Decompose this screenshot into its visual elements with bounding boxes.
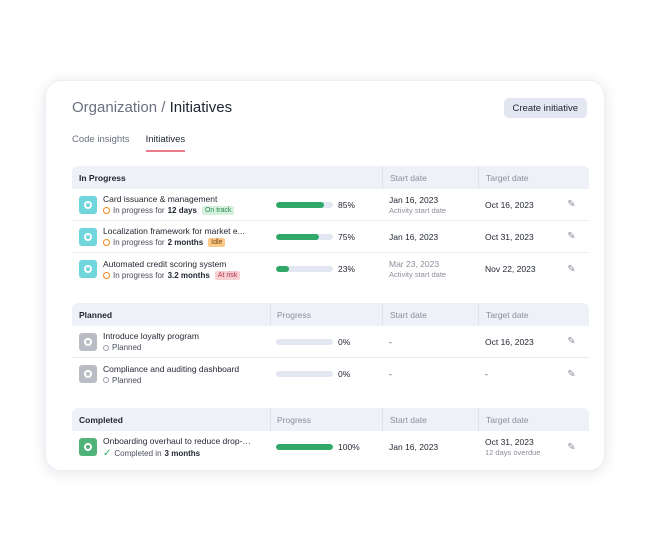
initiative-icon [79,438,97,456]
initiative-name[interactable]: Introduce loyalty program [103,331,199,341]
breadcrumb-organization[interactable]: Organization [72,99,158,116]
progress-bar [276,444,333,450]
section-header: In Progress Start date Target date [72,166,589,189]
status-text: Planned [112,343,142,352]
edit-pencil-icon[interactable]: ✎ [567,336,576,347]
start-date: Mar 23, 2023 [389,259,440,269]
status-badge: On track [201,206,235,215]
progress-label: 100% [338,442,360,452]
status-circle-icon [103,271,110,279]
progress-label: 85% [338,199,356,210]
breadcrumb-separator: / [157,99,170,116]
section-header: Planned Progress Start date Target date [72,303,589,326]
progress-label: 23% [338,264,356,274]
section-header: Completed Progress Start date Target date [72,408,589,431]
section-title: In Progress [79,172,126,183]
start-date-note: Activity start date [389,270,447,279]
create-initiative-button[interactable]: Create initiative [503,98,587,118]
progress-bar [276,266,333,272]
section-in-progress: In Progress Start date Target date Card is… [72,166,589,285]
initiative-name[interactable]: Localization framework for market e... [103,226,245,236]
start-date-note: Activity start date [389,205,447,215]
check-icon: ✓ [103,447,112,459]
status-text: In progress for [113,238,165,247]
status-text: Planned [112,375,142,385]
breadcrumb-current: Initiatives [169,99,233,116]
section-planned: Planned Progress Start date Target date Int… [72,303,589,390]
progress-label: 0% [338,336,351,347]
progress-header-empty [270,166,382,189]
initiatives-card: Organization / Initiatives Create initia… [45,80,605,471]
target-date-header: Target date [478,408,555,431]
progress-bar [276,371,333,377]
table-row[interactable]: Localization framework for market e... In… [72,221,589,253]
section-title: Planned [79,309,113,320]
target-date-note: 12 days overdue [485,448,541,457]
start-date: Jan 16, 2023 [389,231,439,242]
progress-bar [276,201,333,208]
table-row[interactable]: Compliance and auditing dashboard Planned… [72,358,589,390]
initiative-icon [79,195,97,214]
edit-pencil-icon[interactable]: ✎ [567,199,576,210]
edit-pencil-icon[interactable]: ✎ [567,263,576,275]
status-badge: Idle [208,238,226,247]
status-circle-icon [103,239,110,246]
target-date: - [485,369,488,379]
start-date-header: Start date [382,408,478,431]
table-row[interactable]: Card issuance & management In progress fo… [72,189,589,221]
status-duration: 3 months [164,448,201,458]
target-date: Oct 16, 2023 [485,199,534,210]
status-duration: 12 days [167,206,197,215]
target-date: Oct 31, 2023 [485,231,534,242]
tab-initiatives[interactable]: Initiatives [145,134,186,152]
status-circle-icon [103,377,109,383]
start-date: - [389,369,392,379]
initiative-name[interactable]: Onboarding overhaul to reduce drop-offs [103,435,253,446]
start-date-header: Start date [382,166,478,189]
page-title: Organization / Initiatives [72,99,232,116]
target-date-header: Target date [478,303,555,326]
initiative-name[interactable]: Compliance and auditing dashboard [103,363,240,374]
target-date: Oct 16, 2023 [485,336,534,347]
table-row[interactable]: Onboarding overhaul to reduce drop-offs ✓… [72,431,589,463]
section-completed: Completed Progress Start date Target date O… [72,408,589,463]
status-duration: 2 months [167,238,204,247]
status-duration: 3.2 months [167,270,210,280]
status-text: In progress for [113,206,165,215]
progress-header: Progress [270,303,382,326]
initiative-name[interactable]: Automated credit scoring system [103,258,227,269]
progress-bar [276,338,333,345]
progress-header: Progress [270,408,382,431]
tab-code-insights[interactable]: Code insights [72,134,130,145]
table-row[interactable]: Automated credit scoring system In progre… [72,253,589,285]
target-date: Oct 31, 2023 [485,437,534,447]
status-badge: At risk [214,270,241,280]
tabs: Code insights Initiatives [72,134,186,152]
initiative-name[interactable]: Card issuance & management [103,194,218,204]
section-title: Completed [79,414,123,425]
progress-label: 0% [338,369,351,379]
status-text: Completed in [114,448,162,458]
initiative-icon [79,332,97,351]
initiative-icon [79,260,97,278]
start-date: Jan 16, 2023 [389,442,439,452]
progress-bar [276,233,333,240]
start-date: Jan 16, 2023 [389,194,439,205]
status-circle-icon [103,344,109,351]
edit-pencil-icon[interactable]: ✎ [567,368,576,380]
start-date-header: Start date [382,303,478,326]
table-row[interactable]: Introduce loyalty program Planned 0% - Oc… [72,326,589,358]
target-date: Nov 22, 2023 [485,264,536,274]
edit-pencil-icon[interactable]: ✎ [567,231,576,242]
target-date-header: Target date [478,166,555,189]
status-text: In progress for [113,270,165,280]
initiative-icon [79,365,97,383]
edit-pencil-icon[interactable]: ✎ [567,441,576,453]
status-circle-icon [103,207,110,214]
start-date: - [389,336,392,347]
initiative-icon [79,227,97,246]
progress-label: 75% [338,231,356,242]
